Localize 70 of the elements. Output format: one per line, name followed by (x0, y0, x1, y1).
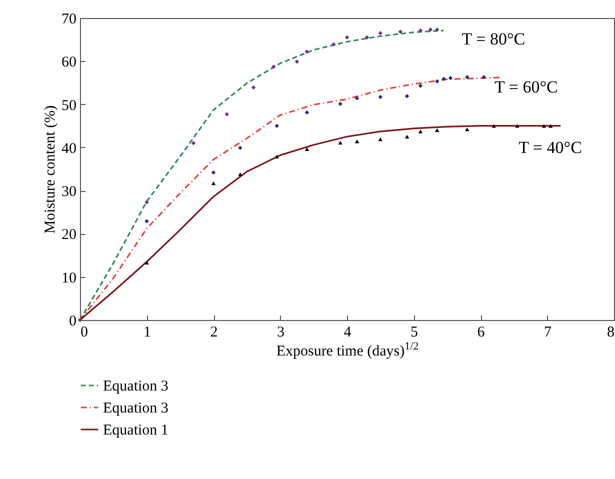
point (465, 74, 470, 80)
x-tick-label: 6 (477, 324, 486, 340)
point (224, 112, 229, 116)
annotation: T = 60°C (494, 78, 558, 97)
point (434, 28, 440, 32)
point (548, 124, 553, 128)
x-tick-label: 3 (277, 324, 284, 340)
legend-label: Equation 1 (103, 422, 168, 438)
point (378, 94, 382, 100)
point (442, 76, 446, 81)
point (404, 94, 410, 98)
point (144, 260, 149, 264)
point (338, 140, 342, 145)
point (404, 134, 410, 138)
point (211, 170, 216, 175)
point (378, 137, 382, 142)
y-tick-label: 40 (62, 140, 76, 157)
point (274, 154, 280, 158)
point (418, 28, 423, 33)
x-tick-label: 7 (544, 324, 552, 340)
point (338, 102, 342, 106)
x-tick-label: 2 (210, 324, 218, 340)
x-axis-title: Exposure time (days)$^{1/2}$ (276, 340, 419, 360)
point (251, 85, 256, 90)
y-tick-label: 30 (62, 184, 76, 200)
point (304, 110, 310, 115)
y-axis-title: Moisture content (%) (42, 105, 58, 234)
y-tick-label: 70 (62, 12, 76, 28)
point (418, 130, 423, 134)
point (465, 127, 470, 132)
point (448, 76, 453, 80)
line-series (79, 30, 445, 321)
point (294, 59, 300, 64)
y-tick-label: 20 (62, 227, 76, 244)
y-tick-label: 60 (62, 54, 76, 71)
y-tick-label: 10 (62, 270, 76, 286)
point (378, 30, 382, 36)
point (364, 35, 370, 40)
x-tick-label: 8 (607, 324, 614, 340)
point (515, 124, 520, 128)
point (274, 124, 280, 128)
point (144, 200, 149, 204)
annotation: T = 40°C (518, 138, 582, 157)
y-tick-label: 0 (69, 314, 76, 330)
x-tick-label: 0 (80, 324, 88, 340)
point (332, 42, 336, 46)
point (211, 181, 216, 186)
point (191, 140, 196, 146)
point (238, 172, 242, 176)
point (434, 128, 440, 132)
point (398, 30, 403, 34)
point (144, 219, 149, 224)
point (304, 50, 310, 54)
point (428, 28, 433, 32)
point (482, 74, 486, 80)
point (238, 146, 242, 150)
point (304, 147, 310, 151)
point (354, 140, 360, 144)
y-tick-label: 50 (62, 98, 76, 114)
x-tick-label: 1 (144, 324, 151, 340)
point (78, 318, 82, 322)
point (434, 79, 440, 84)
legend-label: Equation 3 (103, 400, 168, 416)
point (542, 124, 546, 128)
x-tick-label: 5 (410, 324, 418, 340)
annotation: T = 80°C (462, 30, 526, 49)
point (492, 124, 496, 128)
x-tick-label: 4 (344, 324, 352, 340)
point (344, 35, 350, 40)
legend-label: Equation 3 (103, 378, 168, 394)
